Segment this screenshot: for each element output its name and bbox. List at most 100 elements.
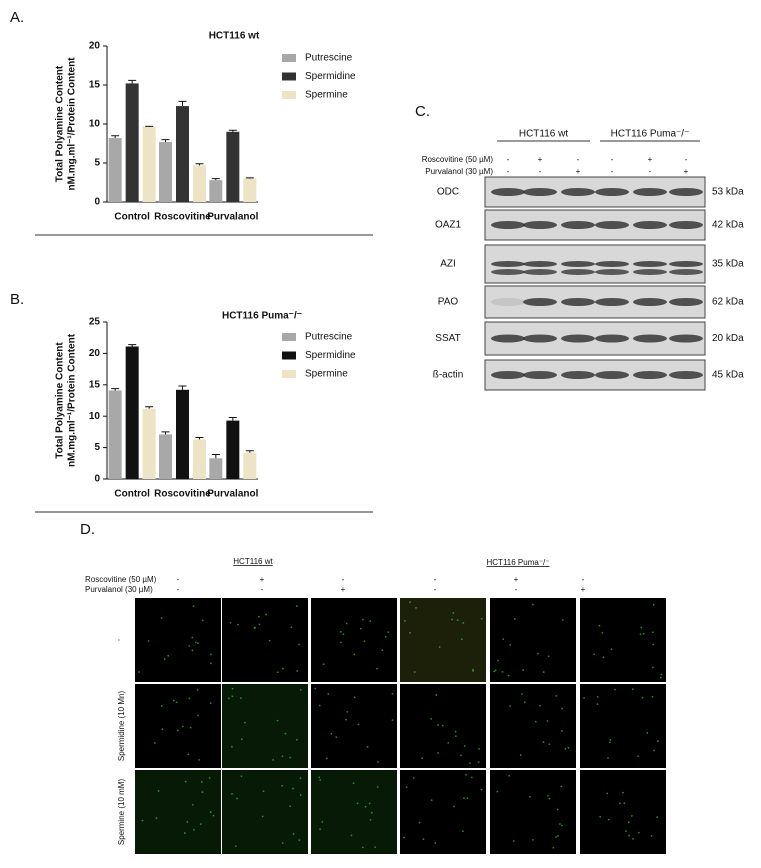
error-bar [228,416,237,421]
band [669,334,703,343]
sign: + [576,167,581,176]
error-bar [245,177,254,179]
bar [125,346,139,479]
cell-dot [507,674,510,677]
cell-dot [184,780,187,783]
cell-dot [557,834,559,837]
cell-dot [240,697,242,700]
x-tick-label: Purvalanol [207,212,258,223]
cell-dot [350,834,353,837]
cell-dot [192,828,195,831]
cell-dot [281,667,284,670]
band [669,371,703,379]
cell-dot [147,640,150,642]
sign: + [538,155,543,164]
cell-dot [364,805,367,808]
bar [176,106,189,202]
cell-dot [292,787,294,790]
cell-dot [201,619,204,622]
cell-dot [339,630,342,633]
legend-label: Putrescine [305,53,353,64]
sign: + [581,585,586,594]
sign: - [177,585,180,594]
band [561,298,595,306]
band [669,269,703,275]
cell-dot [632,837,634,840]
bar [243,452,257,479]
cell-dot [374,846,377,849]
cell-dot [281,842,284,844]
micrograph [311,684,397,768]
sign: - [434,585,437,594]
cell-dot [141,819,144,822]
micrograph [490,684,576,768]
cell-dot [361,846,364,849]
band [491,371,525,379]
cell-dot [181,725,184,728]
cell-dot [421,757,424,760]
cell-dot [465,773,468,776]
x-tick-label: Roscovitine [154,489,211,500]
cell-dot [598,624,601,627]
band [491,334,525,343]
error-bar [228,129,237,132]
cell-dot [561,729,563,732]
treatment-label: Purvalanol (30 µM) [425,167,493,176]
micrograph [580,684,666,768]
cell-dot [466,797,469,800]
cell-dot [253,627,256,630]
cell-dot [257,615,260,618]
cell-dot [229,621,232,624]
bar [142,126,156,202]
error-bar [111,388,120,391]
x-tick-label: Control [114,489,150,500]
protein-label: ß-actin [433,370,464,381]
cell-dot [497,659,499,662]
cell-dot [494,669,497,672]
cell-dot [319,828,322,831]
cell-dot [477,761,480,764]
band [633,334,667,343]
cell-dot [237,623,239,626]
cell-dot [176,729,179,732]
cell-dot [240,738,243,741]
cell-dot [183,832,186,834]
cell-dot [353,653,356,656]
group-label: HCT116 Puma⁻/⁻ [611,129,690,140]
cell-dot [281,755,284,758]
cell-dot [276,671,279,674]
cell-dot [335,736,338,739]
cell-dot [560,824,563,827]
cell-dot [359,627,362,630]
cell-dot [628,834,630,837]
cell-dot [345,718,347,721]
micrograph [135,770,221,854]
cell-dot [652,603,655,606]
sign: - [582,575,585,584]
cell-dot [641,696,644,699]
cell-dot [345,622,348,625]
cell-dot [340,641,342,644]
cell-dot [451,618,454,621]
protein-label: SSAT [435,333,460,344]
protein-label: OAZ1 [435,220,462,231]
cell-dot [188,697,191,700]
cell-dot [295,605,298,608]
cell-dot [607,757,609,759]
cell-dot [651,695,654,698]
cell-dot [403,619,406,622]
cell-dot [435,694,438,696]
micrograph [135,684,221,768]
cell-dot [160,705,163,707]
cell-dot [376,786,379,788]
cell-dot [231,793,233,795]
cell-dot [196,689,199,691]
size-label: 45 kDa [712,370,744,381]
cell-dot [413,671,416,673]
size-label: 62 kDa [712,297,744,308]
y-axis-label: nM.mg.ml⁻¹/Protein Content [67,333,78,467]
cell-dot [321,820,324,823]
cell-dot [191,649,194,652]
cell-dot [454,735,457,737]
